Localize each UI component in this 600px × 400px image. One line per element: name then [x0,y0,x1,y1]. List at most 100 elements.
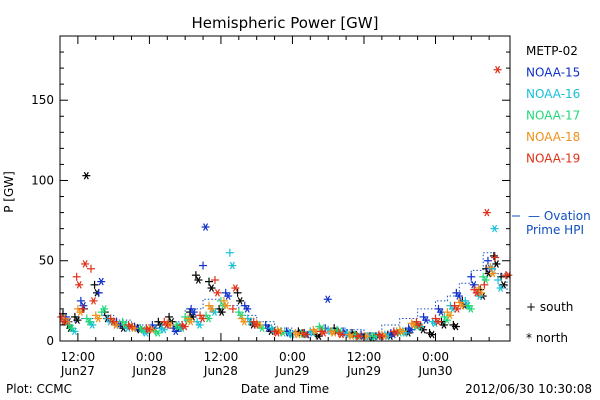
x-tick-date-label: Jun27 [60,364,95,378]
metp-02-north-point [428,330,437,339]
noaa-15-north-point [323,295,332,304]
noaa-19-north-point [319,329,328,337]
noaa-19-south-point [228,304,237,313]
noaa-19-north-point [89,297,98,305]
noaa-19-south-point [389,327,398,336]
y-tick-label: 0 [46,334,54,348]
noaa-19-south-point [299,328,308,337]
noaa-17-north-point [85,317,94,326]
legend-noaa-18: NOAA-18 [526,130,580,144]
noaa-16-north-point [141,329,150,337]
noaa-18-north-point [293,330,302,339]
noaa-18-south-point [327,327,336,336]
legend-ovation-line2: Prime HPI [526,223,584,237]
noaa-17-south-point [315,322,324,331]
noaa-15-north-point [97,277,106,286]
noaa-16-north-point [496,284,505,292]
metp-02-north-point [73,316,82,324]
metp-02-south-point [90,280,99,289]
noaa-19-north-point [482,208,491,217]
noaa-15-south-point [76,296,85,305]
metp-02-south-point [191,271,200,280]
noaa-15-north-point [79,301,88,310]
noaa-19-south-point [57,312,66,321]
noaa-17-north-point [258,324,267,332]
noaa-19-south-point [491,253,500,262]
noaa-19-south-point [86,264,95,273]
metp-02-north-point [82,171,91,180]
noaa-15-south-point [404,324,413,333]
x-tick-date-label: Jun28 [203,364,238,378]
x-tick-date-label: Jun30 [417,364,452,378]
noaa-18-south-point [486,263,495,272]
metp-02-north-point [499,281,508,289]
noaa-19-south-point [124,320,133,329]
legend-noaa-19: NOAA-19 [526,152,580,166]
noaa-18-north-point [240,317,249,326]
noaa-19-north-point [180,322,189,331]
noaa-16-south-point [461,296,470,305]
noaa-19-north-point [127,322,136,331]
legend-noaa-17: NOAA-17 [526,109,580,123]
noaa-15-north-point [243,305,252,313]
noaa-19-north-point [213,289,222,297]
noaa-19-north-point [81,260,90,268]
chart-title: Hemispheric Power [GW] [192,14,379,32]
noaa-16-north-point [210,308,219,316]
noaa-17-north-point [466,305,475,313]
noaa-19-north-point [493,65,502,74]
noaa-18-south-point [309,325,318,334]
data-points [57,65,513,342]
noaa-19-south-point [78,304,87,313]
noaa-19-south-point [480,280,489,289]
plot-frame [59,35,511,342]
noaa-18-north-point [94,314,103,323]
noaa-15-south-point [483,256,492,265]
y-tick-label: 50 [39,254,54,268]
noaa-15-north-point [422,316,431,324]
x-axis-label: Date and Time [241,382,329,396]
ovation-hpi-line [60,252,510,334]
noaa-15-south-point [199,261,208,270]
metp-02-south-point [489,251,498,260]
legend-ovation-line1: — Ovation [528,209,591,223]
metp-02-north-point [207,284,216,292]
noaa-16-north-point [195,321,204,329]
metp-02-south-point [205,277,214,286]
x-tick-date-label: Jun29 [274,364,309,378]
metp-02-north-point [492,260,501,268]
noaa-19-south-point [374,330,383,339]
noaa-18-south-point [407,319,416,328]
noaa-16-north-point [70,327,79,336]
noaa-15-north-point [201,223,210,231]
y-tick-label: 100 [31,173,54,187]
noaa-19-north-point [453,305,462,313]
noaa-16-south-point [225,248,234,257]
noaa-19-north-point [337,330,346,339]
metp-02-south-point [165,312,174,321]
legend-south: + south [526,300,573,314]
noaa-19-north-point [231,284,240,292]
noaa-16-north-point [228,261,237,270]
legend-noaa-16: NOAA-16 [526,87,580,101]
noaa-19-north-point [273,329,282,337]
metp-02-north-point [451,322,460,331]
noaa-18-north-point [112,321,121,329]
noaa-18-north-point [222,301,231,310]
noaa-19-north-point [392,329,401,337]
noaa-18-north-point [186,317,195,326]
noaa-19-south-point [334,328,343,337]
metp-02-north-point [194,276,203,284]
noaa-19-north-point [472,289,481,297]
legend: — Ovation Prime HPI + south * north METP… [512,44,591,345]
legend-noaa-15: NOAA-15 [526,66,580,80]
noaa-16-north-point [490,224,499,233]
noaa-19-north-point [198,314,207,323]
noaa-16-south-point [494,276,503,284]
noaa-19-south-point [142,324,151,333]
x-tick-time-label: 12:00 [61,350,96,364]
noaa-17-north-point [67,324,76,332]
noaa-19-south-point [270,327,279,336]
noaa-18-south-point [345,330,354,339]
noaa-18-south-point [219,296,228,305]
